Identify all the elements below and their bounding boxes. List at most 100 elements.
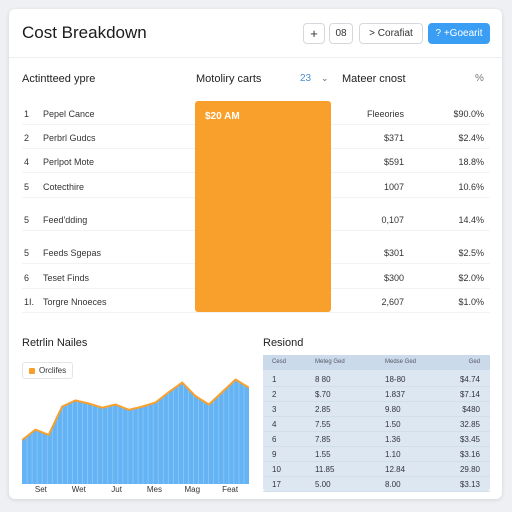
table-cell: $.70	[315, 390, 331, 399]
table-cell: 32.85	[459, 420, 480, 429]
table-section-title: Resiond	[263, 337, 304, 349]
highlight-block[interactable]: $20 AM	[195, 101, 331, 312]
x-tick-label: Wet	[71, 485, 86, 494]
row-name: Perlpot Mote	[43, 157, 95, 167]
row-index: 1I.	[24, 297, 35, 307]
table-cell: 5.00	[315, 480, 331, 489]
legend-swatch	[29, 367, 35, 374]
row-index: 5	[24, 182, 30, 192]
table-cell: $4.74	[459, 375, 480, 384]
table-cell: 6	[272, 435, 277, 444]
column-count-badge: 23	[300, 73, 312, 84]
table-cell: 7.85	[315, 435, 331, 444]
table-row[interactable]: 3 2.85 9.80 $480	[263, 402, 490, 417]
row-cost: $301	[383, 248, 404, 258]
table-cell: 9.80	[385, 405, 401, 414]
cost-breakdown-card: Cost Breakdown + 08 > Corafiat ? +Goeari…	[9, 9, 502, 499]
table-cell: $3.16	[459, 450, 480, 459]
row-name: Perbrl Gudcs	[43, 133, 96, 143]
table-header-cell: Medse Ged	[385, 359, 417, 365]
table-cell: 29.80	[459, 465, 480, 474]
table-row[interactable]: 10 11.85 12.84 29.80	[263, 462, 490, 477]
table-cell: 18-80	[385, 375, 406, 384]
chevron-down-icon[interactable]: ⌄	[321, 73, 329, 83]
row-name: Teset Finds	[43, 273, 90, 283]
column-header-carts: Motoliry carts	[196, 73, 262, 85]
table-cell: $480	[462, 405, 480, 414]
row-index: 2	[24, 133, 30, 143]
row-percent: $2.5%	[458, 248, 484, 258]
table-cell: 1.837	[385, 390, 406, 399]
highlight-block-label: $20 AM	[205, 111, 240, 122]
table-cell: 9	[272, 450, 277, 459]
row-percent: $2.4%	[458, 133, 484, 143]
column-header-percent: %	[475, 73, 484, 84]
chart-legend[interactable]: Orclifes	[22, 362, 74, 379]
count-button[interactable]: 08	[329, 23, 353, 44]
resiond-table-header: Cesd Meteg Ged Medse Ged Ged	[263, 355, 490, 370]
column-header-type: Actintteed ypre	[22, 73, 96, 85]
area-series-line	[22, 378, 249, 441]
table-cell: 1	[272, 375, 277, 384]
table-cell: 1.36	[385, 435, 401, 444]
row-percent: 10.6%	[458, 182, 484, 192]
table-cell: $3.13	[459, 480, 480, 489]
row-index: 5	[24, 215, 30, 225]
row-percent: 18.8%	[458, 157, 484, 167]
table-cell: $7.14	[459, 390, 480, 399]
x-tick-label: Mes	[146, 485, 162, 494]
area-chart	[22, 378, 249, 484]
table-cell: 1.50	[385, 420, 401, 429]
row-cost: 1007	[383, 182, 404, 192]
row-cost: Fleeories	[366, 109, 404, 119]
table-cell: 7.55	[315, 420, 331, 429]
table-cell: 12.84	[385, 465, 406, 474]
chart-section-title: Retrlin Nailes	[22, 337, 88, 349]
row-cost: $591	[383, 157, 404, 167]
row-index: 5	[24, 248, 30, 258]
row-percent: $90.0%	[453, 109, 484, 119]
table-cell: 2	[272, 390, 277, 399]
legend-label: Orclifes	[39, 366, 67, 375]
table-cell: 17	[272, 480, 281, 489]
row-cost: 0,107	[381, 215, 404, 225]
table-cell: 2.85	[315, 405, 331, 414]
primary-action-button[interactable]: ? +Goearit	[428, 23, 490, 44]
row-cost: $371	[383, 133, 404, 143]
table-row[interactable]: 1 8 80 18-80 $4.74	[263, 372, 490, 387]
row-name: Torgre Nnoeces	[43, 297, 107, 307]
table-cell: 1.55	[315, 450, 331, 459]
table-row[interactable]: 1I. Torgre Nnoeces 2,607 $1.0%	[22, 293, 490, 313]
table-row[interactable]: 17 5.00 8.00 $3.13	[263, 477, 490, 492]
row-index: 1	[24, 109, 30, 119]
add-button[interactable]: +	[303, 23, 325, 44]
table-header-cell: Meteg Ged	[315, 359, 345, 365]
row-index: 6	[24, 273, 30, 283]
table-header-cell: Cesd	[272, 359, 287, 365]
table-cell: 8.00	[385, 480, 401, 489]
x-tick-label: Set	[34, 485, 47, 494]
table-header-cell: Ged	[468, 359, 480, 365]
table-cell: 8 80	[315, 375, 331, 384]
row-percent: $2.0%	[458, 273, 484, 283]
table-row[interactable]: 6 7.85 1.36 $3.45	[263, 432, 490, 447]
x-tick-label: Mag	[184, 485, 201, 494]
row-name: Feed'dding	[43, 215, 88, 225]
table-cell: 10	[272, 465, 281, 474]
x-axis-labels: Set Wet Jut Mes Mag Feat	[22, 485, 249, 497]
table-row[interactable]: 9 1.55 1.10 $3.16	[263, 447, 490, 462]
table-cell: $3.45	[459, 435, 480, 444]
compare-button[interactable]: > Corafiat	[359, 23, 423, 44]
table-cell: 3	[272, 405, 277, 414]
resiond-table: Cesd Meteg Ged Medse Ged Ged 1 8 80 18-80 $…	[263, 355, 490, 492]
page-title: Cost Breakdown	[22, 23, 147, 42]
row-name: Pepel Cance	[43, 109, 95, 119]
table-cell: 11.85	[315, 465, 335, 474]
table-row[interactable]: 4 7.55 1.50 32.85	[263, 417, 490, 432]
row-percent: 14.4%	[458, 215, 484, 225]
x-tick-label: Jut	[111, 485, 122, 494]
x-tick-label: Feat	[222, 485, 239, 494]
table-row[interactable]: 2 $.70 1.837 $7.14	[263, 387, 490, 402]
row-name: Feeds Sgepas	[43, 248, 102, 258]
row-name: Cotecthire	[43, 182, 85, 192]
